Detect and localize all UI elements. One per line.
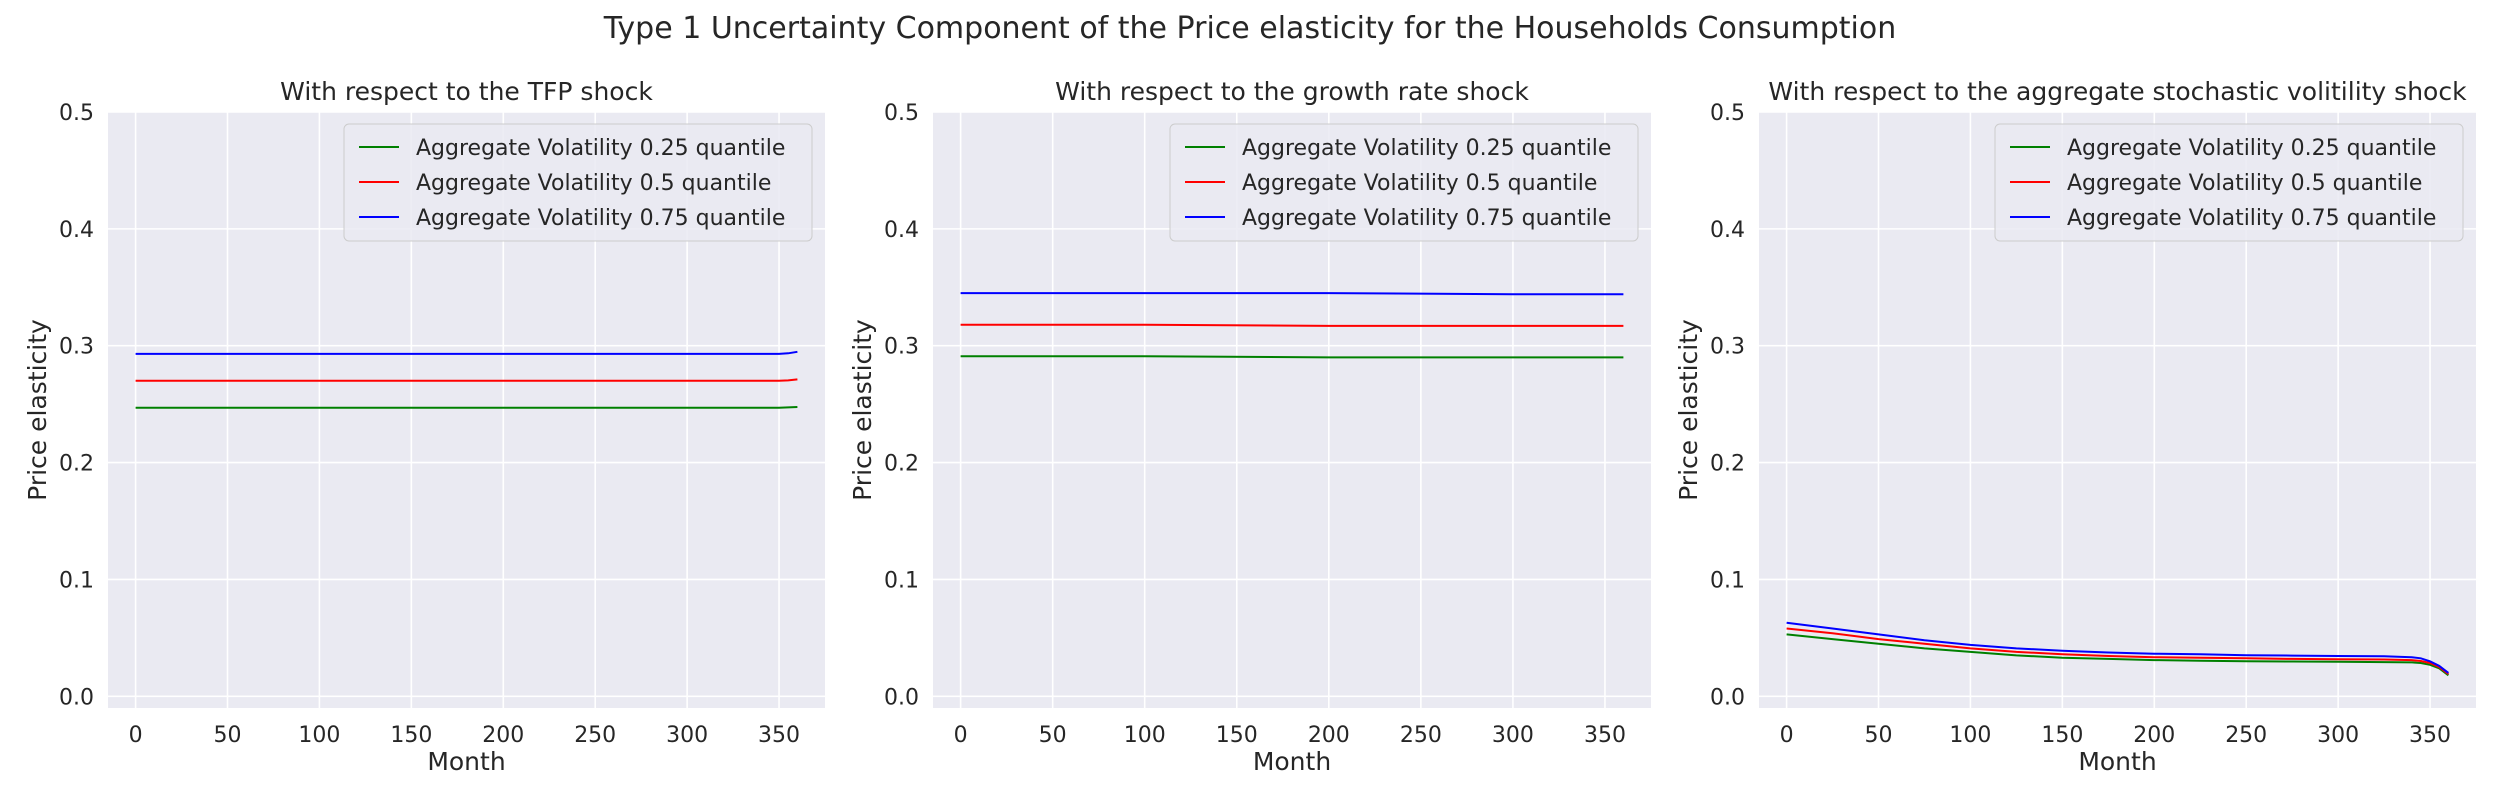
legend: Aggregate Volatility 0.25 quantile Aggreg… [1169, 123, 1639, 242]
x-tick-label: 0 [954, 723, 968, 748]
y-axis-label: Price elasticity [848, 319, 877, 501]
legend: Aggregate Volatility 0.25 quantile Aggreg… [343, 123, 813, 242]
legend-label: Aggregate Volatility 0.25 quantile [1242, 136, 1611, 161]
x-tick-label: 250 [2225, 723, 2267, 748]
series-line-2 [1786, 627, 2450, 675]
x-tick-label: 250 [1400, 723, 1442, 748]
y-tick-label: 0.1 [59, 568, 94, 593]
series-line-1 [135, 406, 798, 409]
x-tick-label: 200 [482, 723, 524, 748]
legend-label: Aggregate Volatility 0.75 quantile [416, 206, 785, 231]
legend-label: Aggregate Volatility 0.75 quantile [2067, 206, 2436, 231]
legend-label: Aggregate Volatility 0.5 quantile [416, 171, 771, 196]
legend-label: Aggregate Volatility 0.75 quantile [1242, 206, 1611, 231]
x-tick-label: 100 [298, 723, 340, 748]
y-tick-label: 0.0 [1710, 685, 1745, 710]
series-line-1 [1786, 633, 2450, 677]
y-tick-label: 0.5 [59, 101, 94, 126]
legend-label: Aggregate Volatility 0.5 quantile [2067, 171, 2422, 196]
y-axis-label: Price elasticity [23, 319, 52, 501]
y-tick-label: 0.0 [884, 685, 919, 710]
x-tick-label: 200 [1308, 723, 1350, 748]
x-tick-label: 100 [1949, 723, 1991, 748]
x-tick-label: 350 [2409, 723, 2451, 748]
legend-label: Aggregate Volatility 0.25 quantile [2067, 136, 2436, 161]
series-line-3 [960, 292, 1624, 296]
y-tick-label: 0.4 [59, 218, 94, 243]
y-tick-label: 0.5 [1710, 101, 1745, 126]
chart-panel-3: 0 50 100 150 200 250 300 350 0.0 0.1 0.2 0.3 0.4 0.5 W… [1674, 77, 2476, 776]
legend-box [343, 123, 813, 242]
x-tick-label: 300 [2317, 723, 2359, 748]
chart-panels: 0 50 100 150 200 250 300 350 0.0 0.1 0.2 0.3 0.4 0.5 W… [23, 77, 2476, 776]
x-tick-label: 150 [390, 723, 432, 748]
x-tick-label: 50 [1039, 723, 1067, 748]
x-tick-label: 150 [1216, 723, 1258, 748]
legend-box [1994, 123, 2464, 242]
x-tick-label: 200 [2133, 723, 2175, 748]
y-tick-label: 0.0 [59, 685, 94, 710]
y-tick-label: 0.5 [884, 101, 919, 126]
x-tick-label: 100 [1124, 723, 1166, 748]
legend-label: Aggregate Volatility 0.25 quantile [416, 136, 785, 161]
x-tick-label: 150 [2041, 723, 2083, 748]
y-tick-label: 0.3 [59, 335, 94, 360]
y-tick-label: 0.3 [1710, 335, 1745, 360]
series-line-3 [135, 350, 798, 355]
chart-title: With respect to the TFP shock [280, 77, 653, 106]
chart-title: With respect to the growth rate shock [1055, 77, 1529, 106]
legend-box [1169, 123, 1639, 242]
x-tick-label: 0 [1780, 723, 1794, 748]
series-line-2 [960, 323, 1624, 327]
y-tick-label: 0.4 [884, 218, 919, 243]
legend-label: Aggregate Volatility 0.5 quantile [1242, 171, 1597, 196]
x-axis-label: Month [1253, 747, 1331, 776]
y-tick-label: 0.1 [884, 568, 919, 593]
legend: Aggregate Volatility 0.25 quantile Aggreg… [1994, 123, 2464, 242]
x-tick-label: 300 [666, 723, 708, 748]
chart-panel-2: 0 50 100 150 200 250 300 350 0.0 0.1 0.2 0.3 0.4 0.5 W… [848, 77, 1651, 776]
series-line-1 [960, 355, 1624, 359]
y-tick-label: 0.4 [1710, 218, 1745, 243]
x-tick-label: 350 [758, 723, 800, 748]
chart-panel-1: 0 50 100 150 200 250 300 350 0.0 0.1 0.2 0.3 0.4 0.5 W… [23, 77, 825, 776]
y-tick-label: 0.1 [1710, 568, 1745, 593]
y-tick-label: 0.3 [884, 335, 919, 360]
series-line-3 [1786, 621, 2450, 674]
chart-title: With respect to the aggregate stochastic… [1768, 77, 2467, 106]
series-line-2 [135, 378, 798, 382]
x-tick-label: 350 [1584, 723, 1626, 748]
y-axis-label: Price elasticity [1674, 319, 1703, 501]
x-axis-label: Month [427, 747, 505, 776]
x-tick-label: 300 [1492, 723, 1534, 748]
x-tick-label: 250 [574, 723, 616, 748]
y-tick-label: 0.2 [59, 452, 94, 477]
x-tick-label: 0 [129, 723, 143, 748]
x-tick-label: 50 [1865, 723, 1893, 748]
y-tick-label: 0.2 [884, 452, 919, 477]
y-tick-label: 0.2 [1710, 452, 1745, 477]
figure-title: Type 1 Uncertainty Component of the Pric… [603, 11, 1896, 46]
x-tick-label: 50 [214, 723, 242, 748]
x-axis-label: Month [2078, 747, 2156, 776]
